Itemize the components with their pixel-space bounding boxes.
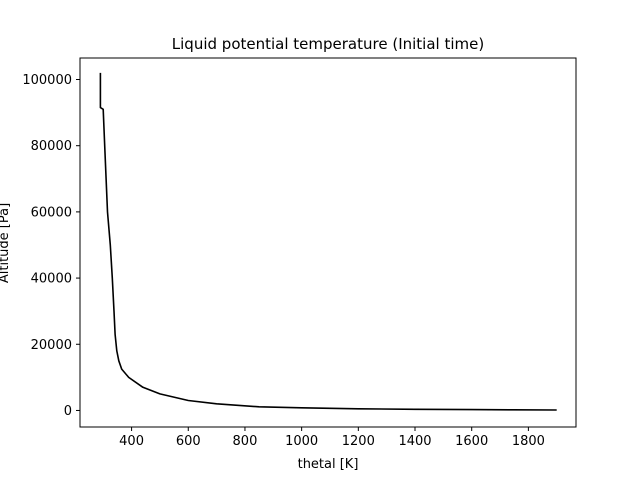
y-axis: 0 20000 40000 60000 80000 100000 [22, 73, 80, 419]
y-tick-label: 100000 [22, 73, 72, 88]
x-axis-label: thetal [K] [298, 457, 359, 472]
x-tick-label: 1000 [285, 434, 318, 449]
x-tick-label: 1800 [512, 434, 545, 449]
x-tick-label: 400 [119, 434, 144, 449]
x-tick-label: 800 [233, 434, 258, 449]
y-tick-label: 80000 [31, 139, 72, 154]
y-tick-label: 40000 [31, 272, 72, 287]
chart-title: Liquid potential temperature (Initial ti… [172, 35, 484, 53]
x-tick-label: 1200 [342, 434, 375, 449]
y-tick-label: 0 [64, 404, 72, 419]
y-tick-label: 60000 [31, 205, 72, 220]
plot-frame [79, 57, 577, 428]
series-line-0 [99, 72, 557, 411]
x-tick-label: 1600 [455, 434, 488, 449]
plot-area [99, 72, 557, 411]
x-tick-label: 600 [176, 434, 201, 449]
y-tick-label: 20000 [31, 338, 72, 353]
x-tick-label: 1400 [398, 434, 431, 449]
x-axis: 400 600 800 1000 1200 1400 1600 1800 [119, 427, 545, 449]
y-axis-label: Altitude [Pa] [0, 203, 12, 283]
